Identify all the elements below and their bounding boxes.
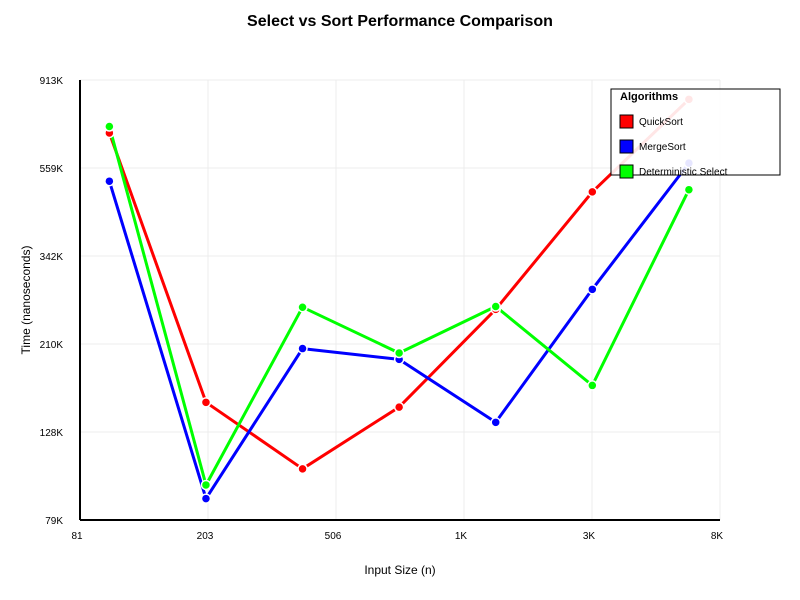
data-point <box>587 284 598 295</box>
data-point <box>297 301 308 313</box>
x-tick-label: 1K <box>455 531 468 542</box>
axes <box>79 80 720 521</box>
data-point <box>393 401 405 413</box>
data-point <box>104 175 115 187</box>
x-axis-label: Input Size (n) <box>364 563 435 577</box>
data-point <box>490 417 501 428</box>
legend-swatch <box>619 164 634 179</box>
y-tick-label: 559K <box>40 164 64 175</box>
data-point <box>200 397 212 408</box>
data-point <box>104 121 115 132</box>
legend-label: QuickSort <box>639 117 683 128</box>
chart-title: Select vs Sort Performance Comparison <box>247 13 553 30</box>
series-line <box>107 126 691 487</box>
legend-swatch <box>619 139 634 154</box>
data-point <box>393 347 405 359</box>
data-point <box>683 184 695 195</box>
legend: Algorithms QuickSort MergeSort Determinist… <box>610 88 781 179</box>
legend-swatch <box>619 114 634 129</box>
data-point <box>587 380 598 391</box>
legend-box <box>610 88 781 176</box>
data-point <box>490 301 501 312</box>
y-tick-label: 342K <box>40 252 64 263</box>
legend-title: Algorithms <box>620 91 678 103</box>
y-tick-label: 128K <box>40 428 64 439</box>
x-tick-label: 3K <box>583 531 596 542</box>
legend-label: MergeSort <box>639 142 686 153</box>
x-tick-label: 203 <box>197 531 214 542</box>
series <box>104 94 695 504</box>
x-tick-label: 8K <box>711 531 724 542</box>
tick-labels: 81 203 506 1K 3K 8K 79K 128K 210K 342K 559K 913K <box>40 76 724 542</box>
data-point <box>587 186 598 198</box>
x-tick-label: 506 <box>325 531 342 542</box>
data-point <box>297 463 308 475</box>
data-point <box>200 493 212 504</box>
data-point <box>200 479 212 491</box>
y-tick-label: 210K <box>40 340 64 351</box>
series-line <box>107 98 690 471</box>
data-point <box>297 343 308 354</box>
legend-label: Deterministic Select <box>639 167 728 178</box>
y-axis-label: Time (nanoseconds) <box>19 246 33 355</box>
y-tick-label: 913K <box>40 76 64 87</box>
y-tick-label: 79K <box>45 516 63 527</box>
x-tick-label: 81 <box>71 531 83 542</box>
